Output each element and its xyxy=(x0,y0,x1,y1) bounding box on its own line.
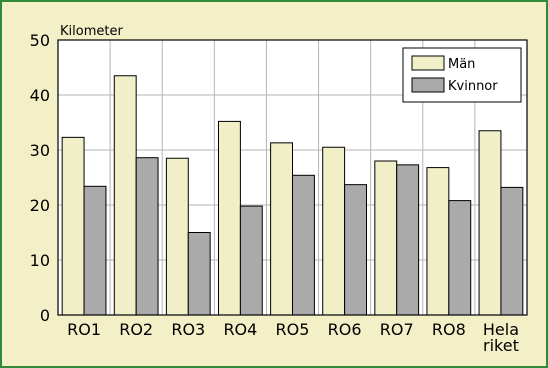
bar-man-0 xyxy=(61,136,85,316)
y-tick-label: 0 xyxy=(40,306,50,325)
bar-man-7 xyxy=(426,167,450,316)
y-axis: 0 10 20 30 40 50 xyxy=(30,31,50,325)
bar-kvinnor-7 xyxy=(448,200,472,316)
bar-kvinnor-4 xyxy=(292,174,315,316)
bar-kvinnor-0 xyxy=(83,185,107,316)
bar-kvinnor-1 xyxy=(135,157,159,316)
bar-man-4 xyxy=(270,142,294,316)
x-tick-label: RO8 xyxy=(432,320,466,339)
bar-man-2 xyxy=(165,157,189,316)
bar-man-1 xyxy=(113,75,137,316)
y-tick-label: 10 xyxy=(30,251,50,270)
legend-swatch xyxy=(411,55,445,71)
x-tick-label: riket xyxy=(483,336,519,355)
x-tick-label: RO2 xyxy=(119,320,153,339)
bar-kvinnor-2 xyxy=(187,232,211,316)
bar-kvinnor-3 xyxy=(239,205,263,316)
bar-man-6 xyxy=(374,160,398,316)
legend-label: Män xyxy=(448,57,475,72)
legend-label: Kvinnor xyxy=(448,79,498,94)
y-tick-label: 30 xyxy=(30,141,50,160)
x-tick-label: RO1 xyxy=(67,320,101,339)
x-tick-label: RO7 xyxy=(380,320,414,339)
bar-kvinnor-8 xyxy=(500,186,524,316)
legend: Män Kvinnor xyxy=(402,47,522,103)
y-tick-label: 50 xyxy=(30,31,50,50)
x-tick-label: RO5 xyxy=(276,320,310,339)
x-tick-label: Hela xyxy=(483,320,519,339)
y-tick-label: 40 xyxy=(30,86,50,105)
bars xyxy=(61,75,524,316)
legend-swatch xyxy=(411,77,445,93)
plot-border xyxy=(57,39,528,316)
bar-man-5 xyxy=(322,146,346,316)
y-axis-unit-label: Kilometer xyxy=(60,24,123,39)
y-tick-label: 20 xyxy=(30,196,50,215)
x-tick-label: RO4 xyxy=(223,320,257,339)
bar-kvinnor-6 xyxy=(396,164,420,316)
bar-man-3 xyxy=(218,120,241,316)
x-tick-label: RO6 xyxy=(328,320,362,339)
x-tick-label: RO3 xyxy=(171,320,205,339)
bar-kvinnor-5 xyxy=(344,184,367,316)
bar-man-8 xyxy=(478,130,502,316)
